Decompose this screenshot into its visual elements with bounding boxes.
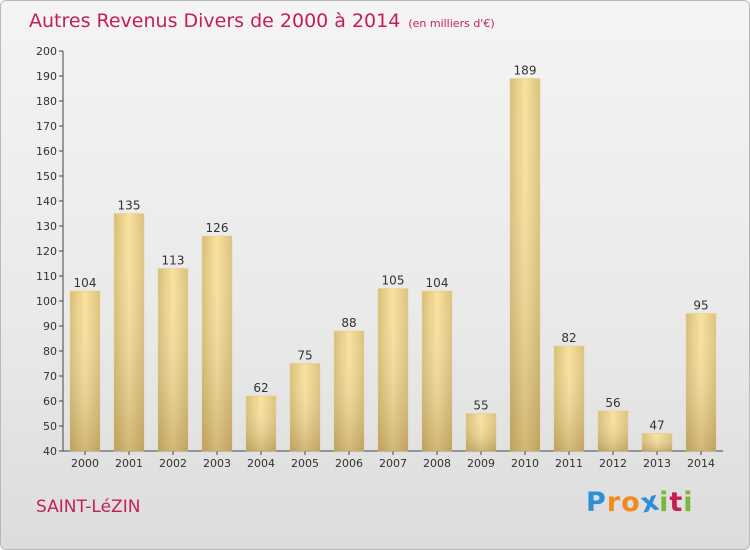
x-tick-label-2004: 2004 (247, 457, 275, 470)
x-tick-label-2001: 2001 (115, 457, 143, 470)
value-label-2009: 55 (473, 399, 488, 413)
logo-letter: i (683, 487, 694, 518)
y-tick-label: 100 (36, 295, 57, 308)
proxiti-logo[interactable]: Proxiti (586, 485, 694, 519)
y-tick-label: 200 (36, 45, 57, 58)
x-tick-label-2011: 2011 (555, 457, 583, 470)
value-label-2008: 104 (426, 276, 449, 290)
y-tick-label: 160 (36, 145, 57, 158)
x-tick-label-2000: 2000 (71, 457, 99, 470)
value-label-2002: 113 (162, 254, 185, 268)
x-tick-label-2006: 2006 (335, 457, 363, 470)
y-tick-label: 170 (36, 120, 57, 133)
x-tick-label-2007: 2007 (379, 457, 407, 470)
value-label-2010: 189 (514, 64, 537, 78)
y-tick-label: 150 (36, 170, 57, 183)
y-tick-label: 140 (36, 195, 57, 208)
bar-shade (202, 236, 232, 451)
logo-letter: P (586, 487, 607, 518)
x-tick-label-2009: 2009 (467, 457, 495, 470)
y-tick-label: 120 (36, 245, 57, 258)
logo-letter: r (606, 487, 622, 518)
x-tick-label-2012: 2012 (599, 457, 627, 470)
y-tick-label: 130 (36, 220, 57, 233)
bar-shade (686, 313, 716, 451)
value-label-2013: 47 (649, 419, 664, 433)
value-label-2014: 95 (693, 299, 708, 313)
logo-letter: o (621, 487, 641, 518)
bar-shade (246, 396, 276, 451)
x-tick-label-2013: 2013 (643, 457, 671, 470)
x-tick-label-2010: 2010 (511, 457, 539, 470)
x-tick-label-2003: 2003 (203, 457, 231, 470)
bar-shade (422, 291, 452, 451)
value-labels: 104 135 113 126 62 75 88 105 104 55 189 82 56 47 95 (74, 64, 709, 433)
bar-shade (642, 433, 672, 451)
x-tick-label-2014: 2014 (687, 457, 715, 470)
value-label-2012: 56 (605, 396, 620, 410)
x-tick-label-2005: 2005 (291, 457, 319, 470)
value-label-2007: 105 (382, 274, 405, 288)
bar-shade (378, 288, 408, 451)
value-label-2006: 88 (341, 316, 356, 330)
y-tick-label: 50 (43, 420, 57, 433)
value-label-2005: 75 (297, 349, 312, 363)
bar-shade (70, 291, 100, 451)
title-unit: (en milliers d'€) (408, 17, 495, 30)
value-label-2003: 126 (206, 221, 229, 235)
y-tick-label: 190 (36, 70, 57, 83)
bar-shade (466, 413, 496, 451)
value-label-2000: 104 (74, 276, 97, 290)
y-tick-label: 60 (43, 395, 57, 408)
bars (69, 78, 717, 452)
y-tick-label: 80 (43, 345, 57, 358)
bar-shade (510, 78, 540, 451)
logo-letter: t (669, 487, 684, 518)
x-tick-label-2002: 2002 (159, 457, 187, 470)
value-label-2011: 82 (561, 331, 576, 345)
y-tick-label: 180 (36, 95, 57, 108)
y-tick-label: 110 (36, 270, 57, 283)
logo-letter: i (659, 487, 670, 518)
chart-title: Autres Revenus Divers de 2000 à 2014 (en … (29, 10, 495, 32)
y-tick-label: 90 (43, 320, 57, 333)
y-tick-label: 70 (43, 370, 57, 383)
bar-shade (290, 363, 320, 451)
bar-shade (334, 331, 364, 451)
x-tick-label-2008: 2008 (423, 457, 451, 470)
bar-shade (114, 213, 144, 451)
bar-shade (598, 411, 628, 451)
location-name: SAINT-LéZIN (36, 497, 141, 517)
value-label-2001: 135 (118, 199, 141, 213)
y-tick-label: 40 (43, 445, 57, 458)
bar-shade (554, 346, 584, 451)
bar-shade (158, 268, 188, 451)
title-text: Autres Revenus Divers de 2000 à 2014 (29, 10, 401, 32)
value-label-2004: 62 (253, 381, 268, 395)
